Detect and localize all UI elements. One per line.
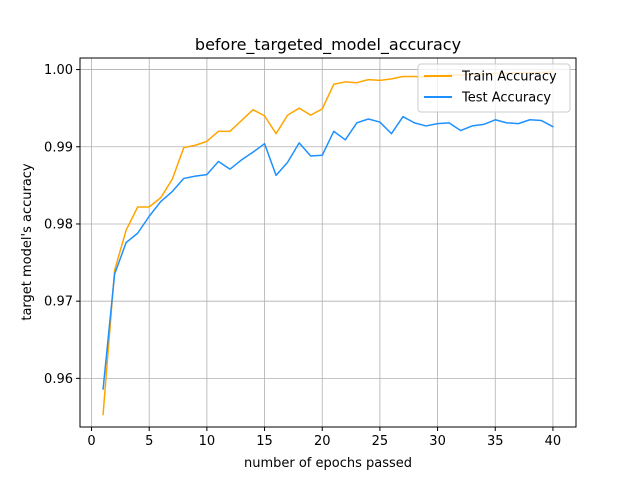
y-tick-label: 0.99 [44,140,73,155]
y-axis-ticks: 0.96 0.97 0.98 0.99 1.00 [44,63,80,387]
x-tick-label: 0 [87,434,95,449]
chart-title: before_targeted_model_accuracy [195,35,461,55]
x-tick-label: 20 [314,434,331,449]
x-tick-label: 10 [199,434,216,449]
legend: Train Accuracy Test Accuracy [417,63,571,113]
x-tick-label: 25 [372,434,389,449]
legend-label-train: Train Accuracy [461,70,557,85]
plot-frame [79,57,577,428]
grid [80,58,576,427]
x-tick-label: 5 [145,434,153,449]
x-axis-label: number of epochs passed [244,456,412,471]
y-axis-label: target model's accuracy [20,163,35,321]
y-tick-label: 0.98 [44,217,73,232]
y-tick-label: 0.97 [44,295,73,310]
y-tick-label: 1.00 [44,63,73,78]
legend-box [417,63,571,113]
y-tick-label: 0.96 [44,372,73,387]
x-axis-ticks: 0 5 10 15 20 25 30 35 40 [87,427,561,449]
series-line-test-accuracy [102,115,554,390]
x-tick-label: 40 [545,434,562,449]
legend-label-test: Test Accuracy [461,91,551,106]
x-tick-label: 15 [256,434,273,449]
x-tick-label: 35 [487,434,504,449]
series-lines [102,71,554,416]
x-tick-label: 30 [429,434,446,449]
